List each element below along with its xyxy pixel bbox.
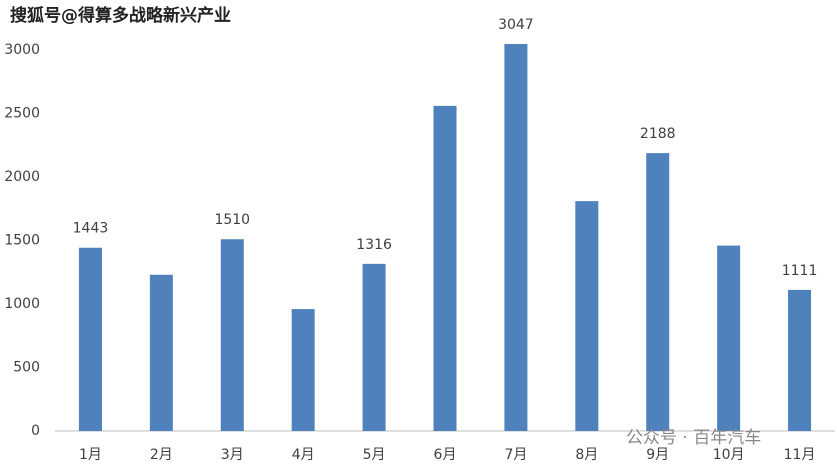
bar (717, 245, 741, 431)
x-tick-label: 8月 (575, 447, 598, 463)
y-tick-label: 500 (13, 360, 40, 376)
x-tick-label: 7月 (504, 447, 527, 463)
y-tick-label: 1500 (4, 233, 40, 249)
x-tick-label: 10月 (713, 447, 745, 463)
bar (220, 239, 244, 431)
bar (78, 247, 102, 431)
data-label: 1111 (782, 263, 818, 279)
bar (788, 289, 812, 431)
bar (575, 201, 599, 431)
data-label: 2188 (640, 126, 676, 142)
bar (504, 44, 528, 431)
x-tick-label: 4月 (292, 447, 315, 463)
y-tick-label: 2000 (4, 169, 40, 185)
data-label: 3047 (498, 17, 534, 33)
y-tick-label: 3000 (4, 42, 40, 58)
bar (646, 153, 670, 431)
watermark: 公众号 · 百年汽车 (626, 428, 761, 448)
x-tick-label: 1月 (79, 447, 102, 463)
x-tick-label: 9月 (646, 447, 669, 463)
x-tick-label: 11月 (784, 447, 816, 463)
x-tick-label: 5月 (363, 447, 386, 463)
bar (433, 105, 457, 431)
bar (149, 274, 173, 431)
bar (362, 263, 386, 431)
y-tick-label: 1000 (4, 296, 40, 312)
y-tick-label: 0 (31, 423, 40, 439)
x-tick-label: 3月 (221, 447, 244, 463)
x-tick-label: 2月 (150, 447, 173, 463)
data-label: 1443 (73, 221, 109, 237)
bar (291, 309, 315, 431)
x-tick-label: 6月 (434, 447, 457, 463)
watermark: 搜狐号@得算多战略新兴产业 (10, 5, 231, 26)
data-label: 1316 (356, 237, 392, 253)
data-label: 1510 (214, 212, 250, 228)
y-tick-label: 2500 (4, 106, 40, 122)
